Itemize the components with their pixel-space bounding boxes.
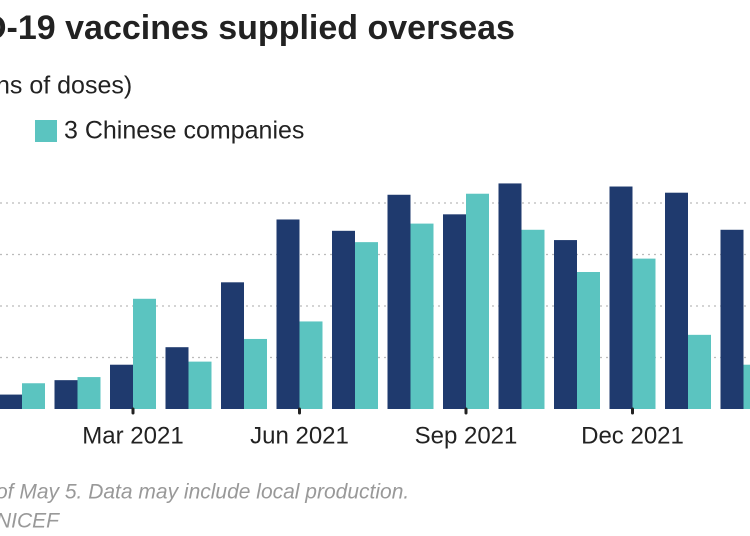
bar xyxy=(443,214,466,409)
source: NICEF xyxy=(0,510,60,533)
bar xyxy=(0,394,22,409)
bar xyxy=(77,377,101,409)
bar xyxy=(720,229,744,409)
bar xyxy=(22,383,45,409)
bar xyxy=(632,258,656,409)
bar xyxy=(387,194,411,409)
bar xyxy=(665,192,688,409)
bar xyxy=(609,186,633,409)
bar xyxy=(498,183,522,409)
bar xyxy=(577,272,600,409)
legend-label: 3 Chinese companies xyxy=(64,117,304,145)
chart-subtitle: ns of doses) xyxy=(0,72,132,100)
bar xyxy=(299,321,323,409)
bar xyxy=(133,298,156,409)
bar xyxy=(554,240,577,409)
x-tick-label: Dec 2021 xyxy=(581,422,684,449)
bar xyxy=(188,361,212,409)
chart-title: D-19 vaccines supplied overseas xyxy=(0,9,515,47)
bar xyxy=(410,223,434,409)
bar xyxy=(221,282,244,409)
bar xyxy=(355,242,378,409)
bar xyxy=(466,193,489,409)
bar xyxy=(332,230,355,409)
bar xyxy=(244,338,267,409)
bar xyxy=(521,229,545,409)
x-tick-label: Jun 2021 xyxy=(250,422,349,449)
bar xyxy=(276,219,300,409)
bar xyxy=(688,334,711,409)
x-tick-label: Mar 2021 xyxy=(82,422,183,449)
footnote: of May 5. Data may include local product… xyxy=(0,481,409,504)
bar xyxy=(165,347,189,409)
bar xyxy=(54,380,78,409)
bar xyxy=(743,364,750,409)
bar xyxy=(110,364,133,409)
legend-swatch xyxy=(35,120,57,142)
x-tick-label: Sep 2021 xyxy=(415,422,518,449)
